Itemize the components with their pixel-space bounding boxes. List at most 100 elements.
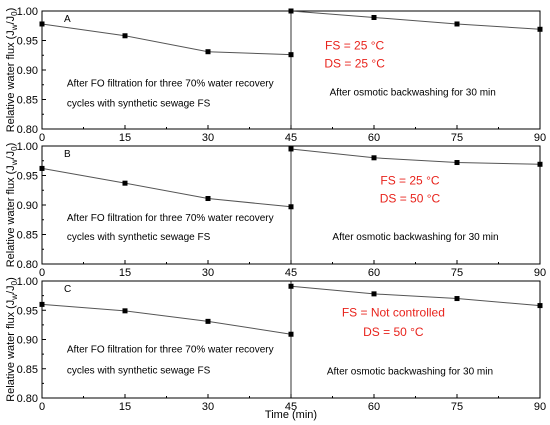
panel-b-ytick-label: 0.80 — [17, 259, 38, 271]
panel-a-data-point — [537, 26, 543, 32]
y-axis-label-part: Relative water flux (J — [5, 30, 17, 132]
y-axis-label-part: 0 — [10, 11, 19, 16]
panel-b-xtick-label: 45 — [285, 267, 297, 279]
y-axis-label-part: w — [10, 24, 19, 31]
panel-c-ytick-label: 1.00 — [17, 276, 38, 288]
panel-b-y-axis-label: Relative water flux (Jw/J0) — [5, 143, 19, 268]
panel-a-data-point — [122, 33, 128, 39]
panel-c-data-point — [371, 291, 377, 297]
panel-a-ytick-label: 0.95 — [17, 36, 38, 48]
panel-b-xtick-label: 0 — [39, 267, 45, 279]
panel-a-ytick-label: 0.80 — [17, 124, 38, 136]
panel-a-data-point — [288, 52, 294, 58]
panel-b-data-point — [288, 204, 294, 210]
panel-c-data-point — [288, 331, 294, 337]
panel-a-annotation-left-2: cycles with synthetic sewage FS — [67, 99, 211, 110]
panel-b-series-line-after — [290, 148, 541, 165]
panel-b-data-point — [39, 165, 45, 171]
panel-b-series-line-before — [41, 167, 292, 208]
panel-c-data-point — [537, 303, 543, 309]
panel-a-xtick-label: 90 — [534, 132, 546, 144]
panel-b-ytick-label: 1.00 — [17, 141, 38, 153]
panel-a-series-line-after — [290, 10, 541, 30]
panel-c-annotation-left-1: After FO filtration for three 70% water … — [67, 344, 274, 355]
panel-a-ytick-label: 0.85 — [17, 95, 38, 107]
panel-b-condition-ds: DS = 50 °C — [380, 192, 441, 206]
panel-a-condition-ds: DS = 25 °C — [324, 57, 385, 71]
panel-a-xtick-label: 30 — [202, 132, 214, 144]
panel-b-data-point — [537, 161, 543, 167]
panel-b-ytick-label: 0.95 — [17, 171, 38, 183]
panel-a-data-point — [39, 21, 45, 27]
panel-b-xtick-label: 90 — [534, 267, 546, 279]
panel-b-annotation-left-2: cycles with synthetic sewage FS — [67, 232, 211, 243]
y-axis-label-part: 0 — [10, 146, 19, 151]
panel-c-letter: C — [64, 284, 71, 295]
y-axis-label-part: Relative water flux (J — [5, 165, 17, 267]
panel-a-series-line-before — [41, 23, 292, 56]
panel-c-xtick-label: 15 — [119, 401, 131, 413]
panel-c-xtick-label: 0 — [39, 401, 45, 413]
panel-c-data-point — [454, 296, 460, 302]
panel-a-data-point — [454, 21, 460, 27]
panel-b-xtick-label: 60 — [368, 267, 380, 279]
panel-c-data-point — [288, 283, 294, 289]
panel-c-xtick-label: 75 — [451, 401, 463, 413]
panel-a-y-axis-label: Relative water flux (Jw/J0) — [5, 8, 19, 133]
panel-c-condition-ds: DS = 50 °C — [363, 325, 424, 339]
panel-c-xtick-label: 60 — [368, 401, 380, 413]
panel-a-xtick-label: 60 — [368, 132, 380, 144]
panel-a-condition-fs: FS = 25 °C — [325, 38, 384, 52]
panel-b-xtick-label: 30 — [202, 267, 214, 279]
y-axis-label-part: w — [10, 294, 19, 301]
panel-a-annotation-right: After osmotic backwashing for 30 min — [330, 87, 496, 98]
y-axis-label-part: /J — [5, 151, 17, 160]
panel-c-xtick-label: 30 — [202, 401, 214, 413]
panel-b-data-point — [288, 146, 294, 152]
panel-b-ytick-label: 0.85 — [17, 230, 38, 242]
y-axis-label-part: /J — [5, 16, 17, 25]
panel-b-xtick-label: 75 — [451, 267, 463, 279]
panel-b-letter: B — [64, 149, 71, 160]
panel-b-data-point — [454, 160, 460, 166]
panel-c-ytick-label: 0.90 — [17, 335, 38, 347]
panel-b-condition-fs: FS = 25 °C — [380, 173, 439, 187]
panel-c-ytick-label: 0.85 — [17, 364, 38, 376]
panel-a-annotation-left-1: After FO filtration for three 70% water … — [67, 79, 274, 90]
y-axis-label-part: Relative water flux (J — [5, 300, 17, 402]
panel-a-ytick-label: 0.90 — [17, 65, 38, 77]
panel-a-xtick-label: 45 — [285, 132, 297, 144]
panel-c-annotation-right: After osmotic backwashing for 30 min — [327, 367, 493, 378]
y-axis-label-part: ) — [5, 8, 17, 12]
y-axis-label-part: w — [10, 159, 19, 166]
y-axis-label-part: ) — [5, 143, 17, 147]
panel-a-data-point — [371, 14, 377, 20]
y-axis-label-part: /J — [5, 285, 17, 294]
y-axis-label-part: ) — [5, 277, 17, 281]
panel-c-series-line-after — [290, 285, 541, 307]
panel-b-annotation-right: After osmotic backwashing for 30 min — [332, 232, 498, 243]
panel-a-xtick-label: 75 — [451, 132, 463, 144]
panel-c-data-point — [205, 318, 211, 324]
panel-a-data-point — [205, 49, 211, 55]
panel-c-data-point — [39, 301, 45, 307]
y-axis-label-part: 0 — [10, 280, 19, 285]
panel-c-series-line-before — [41, 303, 292, 335]
panel-c-xtick-label: 45 — [285, 401, 297, 413]
panel-a-xtick-label: 15 — [119, 132, 131, 144]
panel-b-annotation-left-1: After FO filtration for three 70% water … — [67, 213, 274, 224]
panel-c-condition-fs: FS = Not controlled — [342, 306, 445, 320]
panel-c-annotation-left-2: cycles with synthetic sewage FS — [67, 365, 211, 376]
panel-b-ytick-label: 0.90 — [17, 200, 38, 212]
panel-a-xtick-label: 0 — [39, 132, 45, 144]
panel-c-y-axis-label: Relative water flux (Jw/J0) — [5, 277, 19, 402]
panel-c-ytick-label: 0.95 — [17, 305, 38, 317]
panel-c-ytick-label: 0.80 — [17, 393, 38, 405]
panel-a-ytick-label: 1.00 — [17, 6, 38, 18]
panel-c-xtick-label: 90 — [534, 401, 546, 413]
panel-b-data-point — [205, 196, 211, 202]
panel-a-data-point — [288, 8, 294, 14]
panel-c-data-point — [122, 308, 128, 314]
panel-b-xtick-label: 15 — [119, 267, 131, 279]
